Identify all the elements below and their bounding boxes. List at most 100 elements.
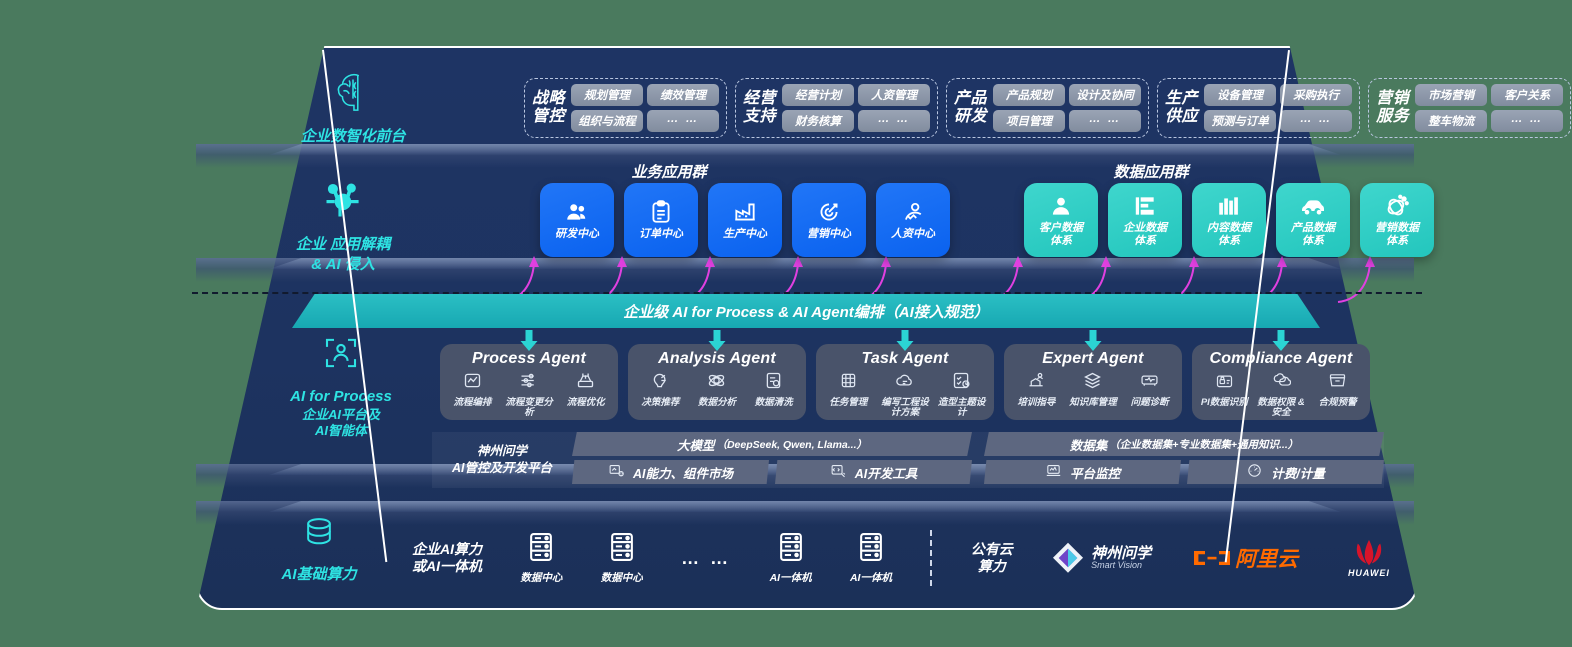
agent-item-label: 问题诊断	[1130, 397, 1169, 408]
agent-card-compliance[interactable]: Compliance Agent PI数据识别 数据权限 & 安全 合规预警	[1192, 330, 1370, 420]
agent-item[interactable]: 编写工程设计方案	[877, 370, 933, 419]
infra-node-datacenter-2[interactable]: 数据中心	[601, 531, 643, 585]
domain-group-strategy[interactable]: 战略 管控 规划管理 绩效管理 组织与流程 … …	[524, 78, 728, 138]
agent-item[interactable]: 数据权限 & 安全	[1253, 370, 1309, 419]
platform-name-line-2: AI管控及开发平台	[451, 461, 552, 475]
infra-ellipsis: … …	[681, 547, 732, 568]
bar-ai-capability-market[interactable]: AI能力、组件市场	[572, 460, 769, 484]
ai-orchestration-banner[interactable]: 企业级 AI for Process & AI Agent编排（AI接入规范）	[292, 294, 1320, 328]
building-icon	[1132, 193, 1158, 219]
card-marketing-center[interactable]: 营销中心	[792, 183, 866, 257]
domain-tile-more[interactable]: … …	[1280, 110, 1353, 132]
card-label: 产品数据 体系	[1291, 222, 1335, 247]
card-order-center[interactable]: 订单中心	[624, 183, 698, 257]
card-label: 内容数据 体系	[1207, 222, 1251, 247]
domain-group-marketing-service[interactable]: 营销 服务 市场营销 客户关系 整车物流 … …	[1368, 78, 1572, 138]
domain-tile[interactable]: 设备管理	[1204, 84, 1277, 106]
agent-item-label: 流程变更分析	[505, 397, 553, 419]
domain-group-product-rd[interactable]: 产品 研发 产品规划 设计及协同 项目管理 … …	[946, 78, 1150, 138]
rail-label-ai-compute: AI基础算力	[281, 566, 357, 583]
card-enterprise-data[interactable]: 企业数据 体系	[1108, 183, 1182, 257]
domain-tile[interactable]: 市场营销	[1415, 84, 1488, 106]
card-label: 营销数据 体系	[1375, 222, 1419, 247]
domain-tile[interactable]: 绩效管理	[647, 84, 720, 106]
domain-tile-more[interactable]: … …	[858, 110, 931, 132]
aliyun-logo[interactable]: 阿里云	[1190, 543, 1308, 573]
cloud-doc-icon	[894, 370, 915, 396]
agent-item[interactable]: 流程优化	[558, 370, 614, 408]
domain-tile[interactable]: 项目管理	[993, 110, 1066, 132]
agent-card-analysis[interactable]: Analysis Agent 决策推荐 数据分析 数据清洗	[628, 330, 806, 420]
infra-node-aiserver-2[interactable]: AI一体机	[850, 531, 892, 585]
domain-tile-more[interactable]: … …	[1491, 110, 1564, 132]
business-group-heading: 业务应用群	[631, 164, 707, 181]
card-rd-center[interactable]: 研发中心	[540, 183, 614, 257]
domain-tile[interactable]: 产品规划	[993, 84, 1066, 106]
agent-item[interactable]: 数据清洗	[746, 370, 802, 408]
domain-group-operations[interactable]: 经营 支持 经营计划 人资管理 财务核算 … …	[735, 78, 939, 138]
domain-group-production-supply[interactable]: 生产 供应 设备管理 采购执行 预测与订单 … …	[1157, 78, 1361, 138]
bar-billing-metering[interactable]: 计费/计量	[1187, 460, 1384, 484]
huawei-logo-mark: HUAWEI	[1346, 538, 1392, 578]
card-customer-data[interactable]: 客户数据 体系	[1024, 183, 1098, 257]
agent-item-label: 数据分析	[697, 397, 736, 408]
shenzhou-logo[interactable]: 神州问学 Smart Vision	[1051, 541, 1151, 575]
agent-title: Analysis Agent	[658, 350, 776, 367]
agent-card-task[interactable]: Task Agent 任务管理 编写工程设计方案 造型主题设计	[816, 330, 994, 420]
agent-item[interactable]: 流程变更分析	[501, 370, 557, 419]
bar-large-models[interactable]: 大模型 （DeepSeek, Qwen, Llama...）	[572, 432, 972, 456]
agent-item[interactable]: PI数据识别	[1196, 370, 1252, 408]
bars-icon	[1216, 193, 1242, 219]
rail-ai-for-process: AI for Process 企业AI平台及 AI智能体	[246, 332, 436, 440]
huawei-logo[interactable]: HUAWEI	[1346, 538, 1392, 578]
domain-tile[interactable]: 预测与订单	[1204, 110, 1277, 132]
domain-tile-more[interactable]: … …	[1069, 110, 1142, 132]
card-hr-center[interactable]: 人资中心	[876, 183, 950, 257]
agent-item[interactable]: 知识库管理	[1065, 370, 1121, 408]
optimize-icon	[575, 370, 596, 396]
agent-card-process[interactable]: Process Agent 流程编排 流程变更分析 流程优化	[440, 330, 618, 420]
domain-tile[interactable]: 组织与流程	[571, 110, 644, 132]
infra-node-datacenter-1[interactable]: 数据中心	[520, 531, 562, 585]
agent-item[interactable]: 问题诊断	[1122, 370, 1178, 408]
card-content-data[interactable]: 内容数据 体系	[1192, 183, 1266, 257]
domain-title: 生产 供应	[1165, 90, 1199, 125]
agent-title: Compliance Agent	[1209, 350, 1353, 367]
platform-name-line-1: 神州问学	[476, 444, 527, 459]
bar-ai-dev-tools[interactable]: AI开发工具	[775, 460, 972, 484]
agent-item-label: 数据权限 & 安全	[1257, 397, 1305, 419]
infra-node-aiserver-1[interactable]: AI一体机	[770, 531, 812, 585]
domain-title: 营销 服务	[1376, 90, 1410, 125]
agent-item-label: PI数据识别	[1200, 397, 1248, 408]
card-marketing-data[interactable]: 营销数据 体系	[1360, 183, 1434, 257]
domain-tile[interactable]: 经营计划	[782, 84, 855, 106]
server-icon	[607, 531, 637, 569]
data-app-cards: 客户数据 体系 企业数据 体系 内容数据 体系 产品数据 体系	[1024, 183, 1434, 257]
bar-datasets[interactable]: 数据集 （企业数据集+专业数据集+通用知识...）	[984, 432, 1384, 456]
logo-name: 神州问学	[1091, 545, 1152, 562]
agent-item-label: 编写工程设计方案	[881, 397, 929, 419]
agent-item[interactable]: 数据分析	[689, 370, 745, 408]
agent-item[interactable]: 流程编排	[444, 370, 500, 408]
agent-item[interactable]: 任务管理	[820, 370, 876, 408]
domain-tile[interactable]: 人资管理	[858, 84, 931, 106]
domain-tile-more[interactable]: … …	[647, 110, 720, 132]
agent-item[interactable]: 决策推荐	[632, 370, 688, 408]
agent-item[interactable]: 合规预警	[1310, 370, 1366, 408]
agent-card-expert[interactable]: Expert Agent 培训指导 知识库管理 问题诊断	[1004, 330, 1182, 420]
card-production-center[interactable]: 生产中心	[708, 183, 782, 257]
domain-tile[interactable]: 采购执行	[1280, 84, 1353, 106]
domain-tile[interactable]: 整车物流	[1415, 110, 1488, 132]
card-label: 研发中心	[555, 228, 599, 241]
domain-tile[interactable]: 客户关系	[1491, 84, 1564, 106]
agent-item[interactable]: 造型主题设计	[934, 370, 990, 419]
card-product-data[interactable]: 产品数据 体系	[1276, 183, 1350, 257]
domain-tile[interactable]: 规划管理	[571, 84, 644, 106]
domain-tile[interactable]: 设计及协同	[1069, 84, 1142, 106]
domain-title: 经营 支持	[743, 90, 777, 125]
bar-platform-monitoring[interactable]: 平台监控	[984, 460, 1181, 484]
card-label: 营销中心	[807, 228, 851, 241]
domain-tile[interactable]: 财务核算	[782, 110, 855, 132]
agent-item[interactable]: 培训指导	[1008, 370, 1064, 408]
